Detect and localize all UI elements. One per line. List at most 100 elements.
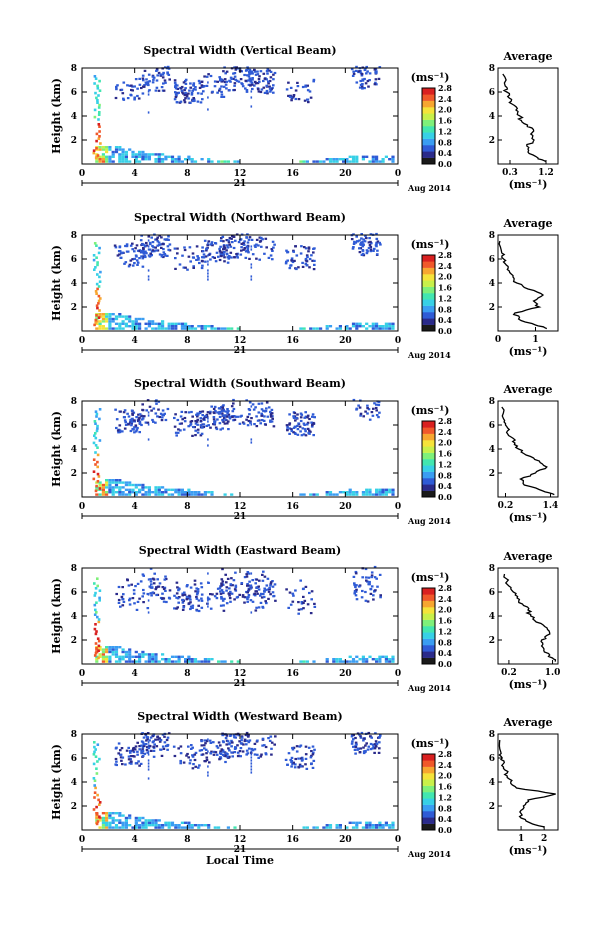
heatmap-cell xyxy=(193,493,198,496)
heatmap-cell xyxy=(98,803,101,806)
heatmap-cell xyxy=(174,322,178,325)
colorbar-tick-label: 2.0 xyxy=(438,105,452,115)
heatmap-cell xyxy=(210,491,214,494)
heatmap-cell xyxy=(245,89,249,92)
heatmap-cell xyxy=(350,742,354,745)
heatmap-cell xyxy=(92,777,96,780)
heatmap-cell xyxy=(264,588,267,592)
heatmap-cell xyxy=(302,601,305,604)
heatmap-cell xyxy=(312,160,316,163)
heatmap-cell xyxy=(128,655,132,658)
heatmap-cell xyxy=(149,578,152,581)
heatmap-cell xyxy=(269,582,273,585)
heatmap-cell xyxy=(375,83,378,86)
heatmap-cell xyxy=(369,240,372,243)
heatmap-cell xyxy=(133,98,136,101)
heatmap-cell xyxy=(293,259,296,262)
avg-y-tick-label: 8 xyxy=(489,397,495,407)
heatmap-cell xyxy=(348,660,352,663)
heatmap-cell xyxy=(313,416,316,419)
heatmap-cell xyxy=(196,588,200,591)
heatmap-cell xyxy=(180,422,183,425)
heatmap-cell xyxy=(359,243,362,246)
heatmap-cell xyxy=(220,597,224,600)
day-label: 21 xyxy=(234,179,247,189)
heatmap-cell xyxy=(247,572,251,575)
avg-y-tick-label: 4 xyxy=(489,445,495,455)
date-label: Aug 2014 xyxy=(407,849,451,859)
heatmap-cell xyxy=(368,72,372,75)
heatmap-cell xyxy=(105,819,109,822)
y-tick-label: 2 xyxy=(71,136,77,146)
colorbar-tick-label: 2.0 xyxy=(438,438,452,448)
heatmap-cell xyxy=(98,130,101,133)
heatmap-cell xyxy=(204,760,207,763)
heatmap-cell xyxy=(94,432,97,435)
heatmap-cell xyxy=(164,327,168,330)
heatmap-cell xyxy=(114,408,117,411)
heatmap-cell xyxy=(233,826,237,829)
heatmap-cell xyxy=(245,739,249,742)
heatmap-cell xyxy=(137,760,140,763)
heatmap-cell xyxy=(119,756,123,759)
heatmap-cell xyxy=(199,101,203,104)
heatmap-cell xyxy=(364,234,367,238)
heatmap-cell xyxy=(207,242,209,245)
heatmap-cell xyxy=(202,425,206,429)
heatmap-cell xyxy=(355,824,359,827)
date-label: Aug 2014 xyxy=(407,683,451,693)
heatmap-cell xyxy=(229,251,233,254)
heatmap-cell xyxy=(138,655,142,658)
heatmap-cell xyxy=(121,486,125,489)
heatmap-cell xyxy=(226,327,230,330)
heatmap-cell xyxy=(193,824,198,827)
heatmap-cell xyxy=(96,615,99,619)
heatmap-cell xyxy=(189,86,192,89)
heatmap-cell xyxy=(364,744,367,747)
heatmap-cell xyxy=(134,155,138,158)
heatmap-cell xyxy=(196,591,199,594)
heatmap-cell xyxy=(184,660,188,663)
heatmap-cell xyxy=(157,826,161,829)
colorbar-segment xyxy=(422,657,435,665)
heatmap-cell xyxy=(204,260,207,263)
heatmap-cell xyxy=(226,740,230,743)
heatmap-cell xyxy=(207,424,210,427)
heatmap-cell xyxy=(134,819,138,822)
heatmap-cell xyxy=(105,650,109,654)
heatmap-cell xyxy=(200,266,204,270)
heatmap-cell xyxy=(234,584,238,587)
heatmap-cell xyxy=(384,658,388,661)
heatmap-cell xyxy=(144,734,148,737)
heatmap-cell xyxy=(211,244,214,247)
heatmap-cell xyxy=(134,762,138,765)
heatmap-cell xyxy=(362,739,365,742)
heatmap-cell xyxy=(159,73,162,76)
heatmap-cell xyxy=(164,155,168,158)
heatmap-cell xyxy=(271,580,274,583)
heatmap-cell xyxy=(207,325,211,328)
heatmap-cell xyxy=(388,824,392,827)
heatmap-cell xyxy=(92,470,96,473)
heatmap-cell xyxy=(181,592,184,595)
heatmap-cell xyxy=(147,278,150,281)
heatmap-cell xyxy=(207,738,209,741)
heatmap-cell xyxy=(98,439,102,442)
heatmap-cell xyxy=(235,66,238,69)
heatmap-cell xyxy=(111,826,115,829)
heatmap-cell xyxy=(312,434,315,437)
heatmap-cell xyxy=(196,100,200,103)
heatmap-cell xyxy=(216,411,219,414)
heatmap-cell xyxy=(285,588,288,591)
heatmap-cell xyxy=(307,746,311,749)
heatmap-cell xyxy=(358,658,362,661)
heatmap-cell xyxy=(299,579,302,582)
heatmap-cell xyxy=(98,757,101,761)
heatmap-cell xyxy=(354,241,358,244)
heatmap-cell xyxy=(184,826,188,829)
heatmap-cell xyxy=(267,80,270,83)
heatmap-cell xyxy=(270,248,274,251)
panel-title: Spectral Width (Northward Beam) xyxy=(134,211,346,224)
heatmap-cell xyxy=(114,648,119,651)
heatmap-cell xyxy=(119,256,123,259)
